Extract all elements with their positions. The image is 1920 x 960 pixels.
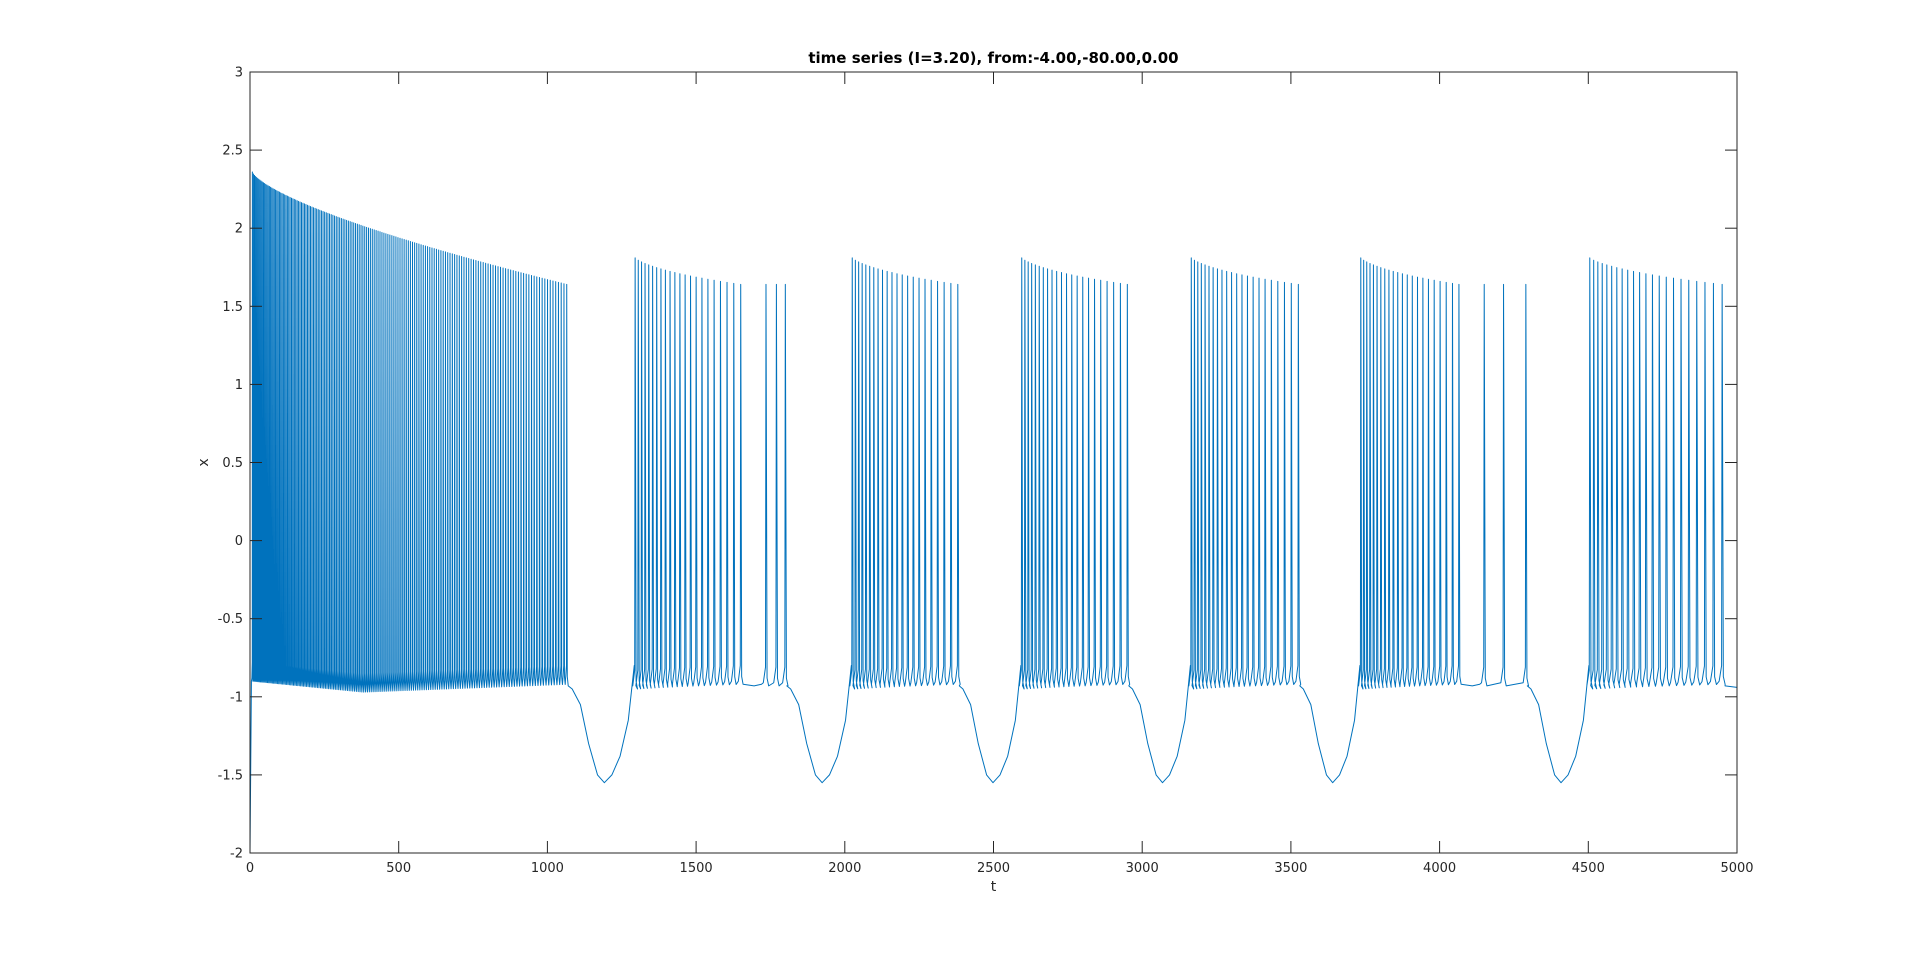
x-tick-label: 500 xyxy=(386,861,411,876)
y-tick-label: 1.5 xyxy=(222,300,243,315)
x-tick-label: 1500 xyxy=(680,861,713,876)
y-tick-label: -0.5 xyxy=(218,612,243,627)
series-layer xyxy=(249,171,1738,854)
x-tick-label: 3000 xyxy=(1126,861,1159,876)
y-tick-label: 1 xyxy=(235,378,243,393)
y-tick-label: 2 xyxy=(235,222,243,237)
x-tick-label: 5000 xyxy=(1720,861,1753,876)
y-tick-label: 0.5 xyxy=(222,456,243,471)
x-tick-label: 2500 xyxy=(977,861,1010,876)
x-tick-label: 4000 xyxy=(1423,861,1456,876)
x-tick-label: 3500 xyxy=(1274,861,1307,876)
series-line-x xyxy=(249,171,1738,854)
chart-title: time series (I=3.20), from:-4.00,-80.00,… xyxy=(808,49,1178,67)
y-tick-label: 3 xyxy=(235,66,243,81)
x-tick-label: 1000 xyxy=(531,861,564,876)
y-tick-label: 0 xyxy=(235,534,243,549)
y-tick-label: 2.5 xyxy=(222,144,243,159)
x-axis-label: t xyxy=(991,879,997,895)
y-tick-label: -1 xyxy=(230,690,243,705)
x-tick-label: 2000 xyxy=(828,861,861,876)
y-tick-label: -2 xyxy=(230,847,243,862)
y-tick-label: -1.5 xyxy=(218,768,243,783)
x-tick-label: 4500 xyxy=(1572,861,1605,876)
x-axis-ticks: 0 500 1000 1500 2000 2500 3000 3500 4000 4500 5000 xyxy=(246,72,1754,876)
y-axis-ticks: -2 -1.5 -1 -0.5 0 0.5 1 1.5 2 2.5 3 xyxy=(218,66,1737,862)
y-axis-label: x xyxy=(196,458,212,466)
x-tick-label: 0 xyxy=(246,861,254,876)
